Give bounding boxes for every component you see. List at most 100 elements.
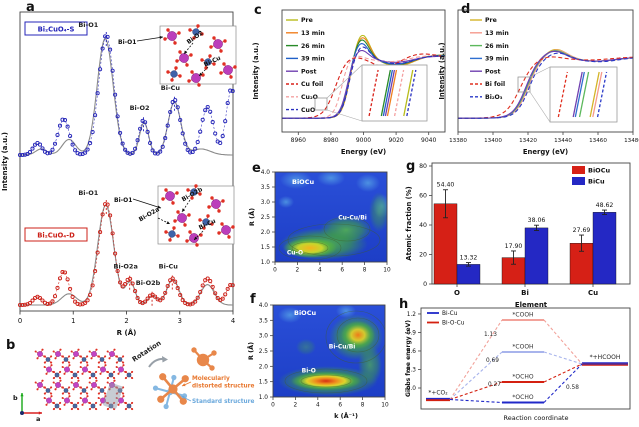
curve-group — [282, 34, 445, 119]
peak-label: Bi-O2a — [114, 263, 138, 271]
inset-bond-label: Bi-O2a — [138, 206, 161, 223]
y-tick-label: 2.0 — [259, 364, 269, 370]
cu-atom — [190, 188, 198, 196]
data-point — [190, 149, 195, 155]
xanes-curve — [282, 53, 445, 119]
data-point — [220, 134, 225, 139]
data-point — [90, 129, 95, 135]
o-atom — [115, 355, 118, 358]
data-point — [190, 301, 195, 306]
data-point — [55, 132, 60, 138]
bi-atom — [91, 351, 97, 357]
o-atom — [52, 381, 55, 384]
o-atom — [59, 348, 62, 351]
step-energy-value: 0.58 — [566, 385, 579, 391]
o-atom — [223, 39, 227, 43]
category-label: Cu — [588, 289, 598, 297]
o-atom — [97, 386, 100, 389]
inset-edge-line — [386, 69, 398, 117]
y-tick-label: 0.9 — [407, 330, 417, 336]
o-atom — [194, 184, 198, 188]
data-point — [110, 68, 115, 73]
curve-group — [458, 48, 633, 119]
data-point — [195, 295, 200, 300]
data-point — [223, 292, 228, 297]
data-point — [78, 152, 83, 157]
data-point — [205, 104, 210, 110]
inset-edge-line — [572, 71, 583, 118]
o-atom — [177, 31, 181, 35]
material-label: BiOCu — [292, 178, 314, 186]
legend-label: 13 min — [485, 30, 509, 37]
o-atom — [86, 364, 89, 367]
data-point — [88, 292, 93, 297]
bi-atom — [46, 366, 52, 373]
o-atom — [219, 49, 223, 53]
o-atom — [79, 396, 82, 400]
legend-label: Bi-Cu — [442, 311, 458, 317]
data-point — [115, 268, 120, 274]
o-atom — [86, 386, 89, 389]
bi-atom — [55, 351, 61, 357]
legend-swatch — [572, 177, 585, 185]
data-point — [138, 126, 143, 131]
o-atom — [99, 403, 102, 406]
data-point — [165, 283, 170, 289]
o-atom — [43, 392, 46, 395]
molecule-atom — [159, 373, 167, 381]
data-point — [22, 302, 28, 307]
y-tick-label: 1.0 — [259, 395, 269, 401]
o-atom — [68, 355, 71, 358]
sample-box — [24, 21, 88, 36]
o-atom — [68, 386, 71, 389]
bar-value-label: 27.69 — [573, 227, 591, 234]
data-point — [60, 117, 65, 122]
bi-atom — [165, 191, 175, 201]
data-point — [70, 142, 75, 147]
o-atom — [115, 361, 118, 364]
x-tick-label: 2 — [294, 403, 298, 409]
peak-label: Bi-Cu — [159, 262, 179, 270]
y-tick-label: 3.0 — [261, 200, 271, 206]
molecule-atom — [163, 403, 169, 410]
x-tick-label: 0 — [271, 403, 275, 409]
data-point — [168, 109, 173, 115]
legend-label: BiCu — [588, 178, 605, 186]
o-atom — [90, 388, 93, 391]
cu-atom — [99, 388, 105, 393]
data-point — [213, 131, 218, 136]
data-point — [40, 146, 45, 151]
y-tick-label: 1.2 — [407, 312, 417, 318]
o-atom — [104, 361, 107, 364]
o-atom — [122, 355, 125, 358]
x-tick-label: 4 — [318, 268, 322, 274]
o-atom — [95, 408, 98, 411]
o-atom — [124, 408, 127, 411]
o-atom — [163, 37, 167, 41]
inset-edge-line — [596, 71, 608, 118]
data-point — [218, 140, 223, 146]
legend-label: Post — [301, 68, 316, 75]
data-point — [145, 296, 150, 301]
o-atom — [95, 377, 98, 380]
x-axis-label: Energy (eV) — [523, 148, 568, 156]
bar-BiCu-Bi — [524, 227, 549, 285]
sample-label: Bi₂CuO₄-D — [37, 232, 75, 240]
wt-contour — [287, 223, 381, 257]
data-point — [52, 141, 58, 146]
o-atom — [176, 210, 180, 214]
cu-atom — [117, 357, 123, 362]
o-atom — [122, 392, 125, 395]
arrow-line — [136, 36, 164, 42]
data-point — [130, 150, 135, 155]
cu-atom — [72, 403, 78, 409]
y-tick-label: 4.0 — [261, 170, 271, 176]
data-point — [27, 300, 33, 306]
y-tick-label: 2.5 — [261, 215, 271, 221]
highlight-region — [103, 382, 123, 410]
o-atom — [185, 239, 189, 243]
y-axis-label: Intensity (a.u.) — [438, 42, 446, 99]
o-atom — [124, 370, 127, 373]
legend-label: Pre — [485, 17, 497, 24]
